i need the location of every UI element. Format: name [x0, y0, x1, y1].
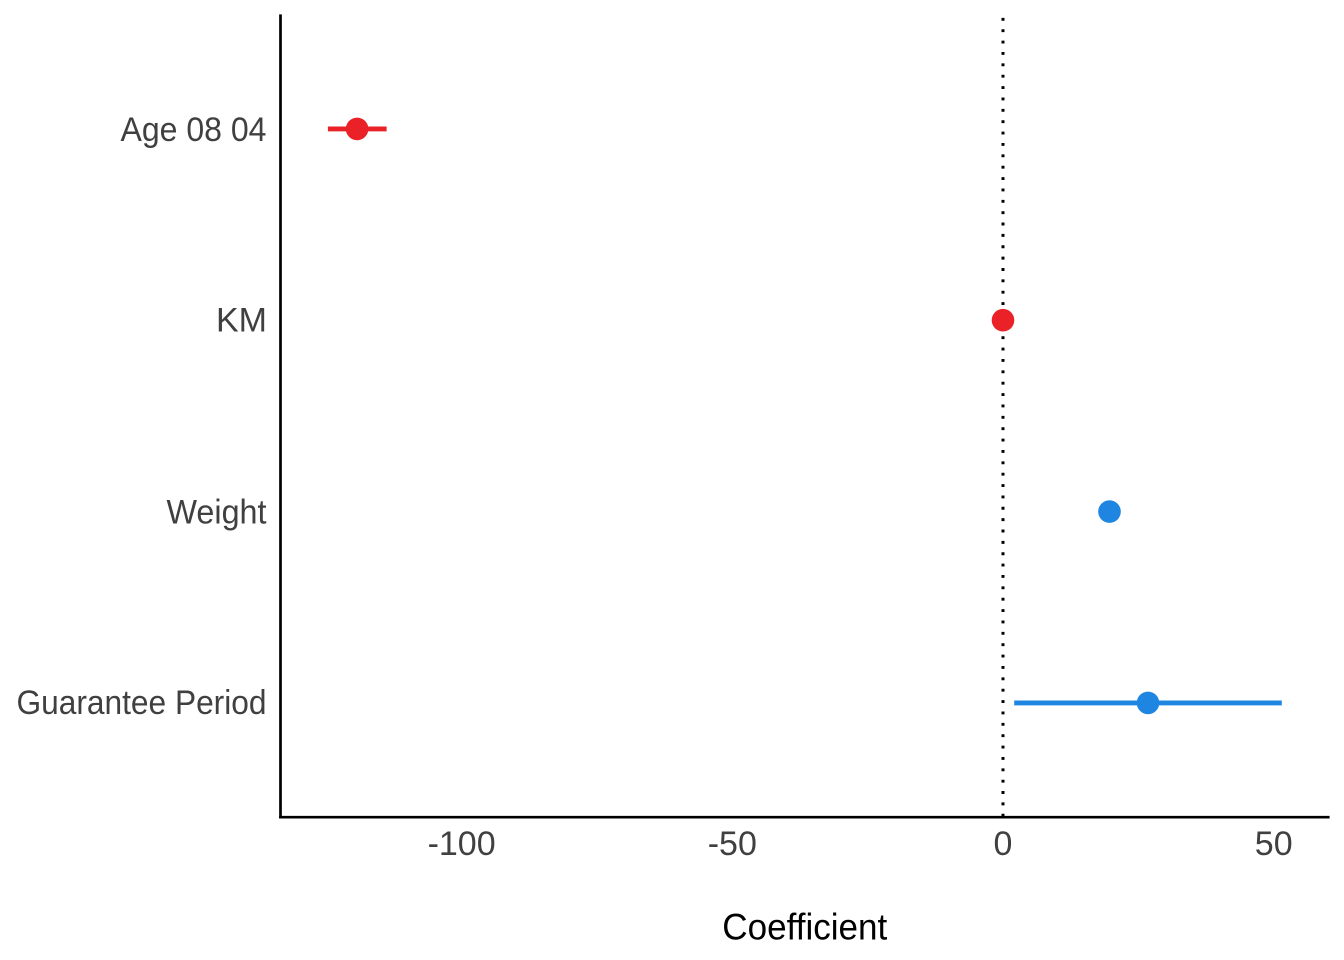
svg-text:50: 50 — [1255, 825, 1293, 863]
svg-text:Age 08 04: Age 08 04 — [121, 111, 267, 149]
svg-text:KM: KM — [216, 302, 267, 340]
svg-text:-50: -50 — [708, 825, 757, 863]
svg-text:Guarantee Period: Guarantee Period — [17, 684, 267, 722]
svg-text:-100: -100 — [428, 825, 496, 863]
svg-text:Coefficient: Coefficient — [722, 906, 888, 947]
svg-text:Weight: Weight — [167, 494, 268, 532]
svg-text:0: 0 — [994, 825, 1013, 863]
